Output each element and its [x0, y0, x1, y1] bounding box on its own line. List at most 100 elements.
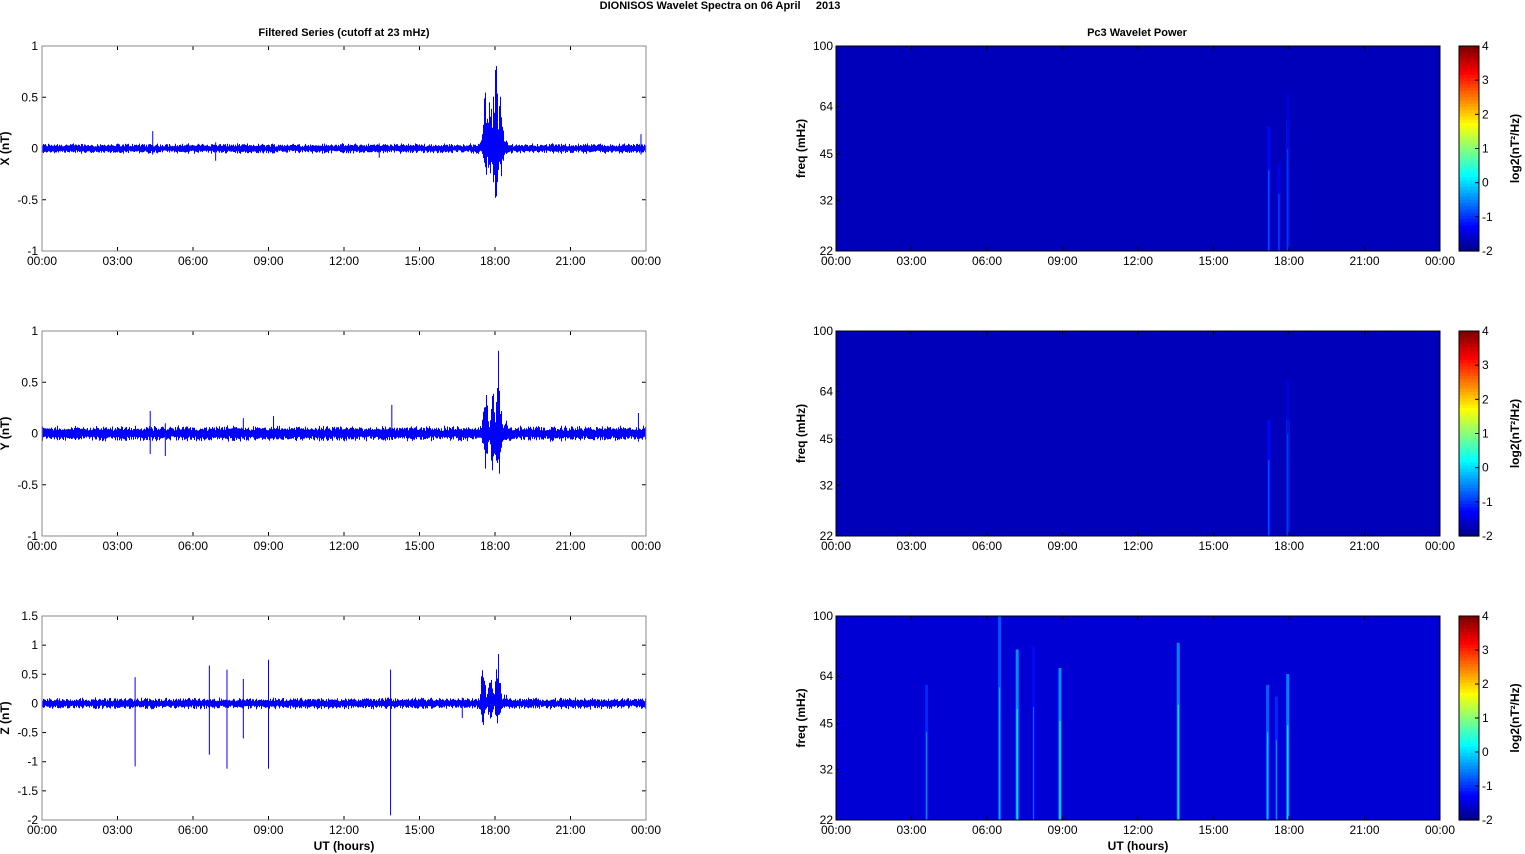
colorbar-segment — [1459, 372, 1479, 377]
colorbar-segment — [1459, 177, 1479, 182]
colorbar-segment — [1459, 686, 1479, 690]
x-tick-label: 06:00 — [178, 254, 208, 268]
colorbar-segment — [1459, 651, 1479, 655]
colorbar-segment — [1459, 401, 1479, 406]
colorbar-segment — [1459, 110, 1479, 114]
colorbar-segment — [1459, 721, 1479, 725]
colorbar-segment — [1459, 347, 1479, 351]
colorbar-segment — [1459, 375, 1479, 380]
colorbar-segment — [1459, 103, 1479, 108]
colorbar-segment — [1459, 71, 1479, 76]
colorbar-segment — [1459, 49, 1479, 54]
colorbar-tick-label: 1 — [1482, 427, 1489, 441]
wavelet-streak-core — [1016, 709, 1018, 820]
colorbar-tick-label: 2 — [1482, 392, 1489, 406]
colorbar-tick-label: 3 — [1482, 643, 1489, 657]
colorbar-segment — [1459, 331, 1479, 335]
x-tick-label: 21:00 — [555, 254, 585, 268]
colorbar-segment — [1459, 523, 1479, 527]
x-tick-label: 06:00 — [972, 254, 1002, 268]
y-tick-label: 1 — [31, 39, 38, 53]
y-tick-label: 32 — [820, 193, 834, 207]
colorbar-segment — [1459, 74, 1479, 79]
colorbar-segment — [1459, 657, 1479, 662]
colorbar-segment — [1459, 670, 1479, 674]
colorbar-segment — [1459, 619, 1479, 623]
colorbar-segment — [1459, 78, 1479, 82]
x-tick-label: 09:00 — [1047, 823, 1077, 837]
colorbar-segment — [1459, 635, 1479, 639]
colorbar-segment — [1459, 487, 1479, 492]
x-tick-label: 00:00 — [27, 823, 57, 837]
colorbar-segment — [1459, 350, 1479, 355]
colorbar-tick-label: 2 — [1482, 677, 1489, 691]
colorbar-segment — [1459, 174, 1479, 178]
x-tick-label: 09:00 — [253, 254, 283, 268]
colorbar-tick-label: 1 — [1482, 142, 1489, 156]
colorbar-segment — [1459, 158, 1479, 162]
x-tick-label: 18:00 — [480, 823, 510, 837]
colorbar-segment — [1459, 794, 1479, 799]
colorbar-segment — [1459, 420, 1479, 425]
x-tick-label: 03:00 — [896, 823, 926, 837]
colorbar-segment — [1459, 711, 1479, 716]
colorbar-segment — [1459, 667, 1479, 671]
colorbar-tick-label: -2 — [1482, 244, 1493, 258]
colorbar-tick-label: 3 — [1482, 73, 1489, 87]
colorbar-segment — [1459, 129, 1479, 134]
colorbar-segment — [1459, 443, 1479, 447]
colorbar-segment — [1459, 193, 1479, 198]
x-tick-label: 00:00 — [1425, 823, 1455, 837]
colorbar-segment — [1459, 500, 1479, 505]
x-tick-label: 21:00 — [1349, 823, 1379, 837]
y-tick-label: -1.5 — [17, 784, 38, 798]
colorbar-segment — [1459, 465, 1479, 470]
colorbar-segment — [1459, 55, 1479, 60]
y-tick-label: -1 — [27, 244, 38, 258]
x-tick-label: 12:00 — [329, 823, 359, 837]
colorbar-segment — [1459, 638, 1479, 643]
colorbar-segment — [1459, 404, 1479, 409]
colorbar-segment — [1459, 369, 1479, 374]
colorbar-segment — [1459, 503, 1479, 508]
y-axis-label: freq (mHz) — [794, 119, 808, 178]
colorbar-segment — [1459, 359, 1479, 364]
x-tick-label: 00:00 — [631, 254, 661, 268]
colorbar-segment — [1459, 695, 1479, 700]
y-tick-label: 0 — [31, 142, 38, 156]
colorbar-segment — [1459, 391, 1479, 396]
x-tick-label: 00:00 — [1425, 539, 1455, 553]
x-tick-label: 12:00 — [1123, 539, 1153, 553]
colorbar-segment — [1459, 765, 1479, 770]
y-tick-label: 0 — [31, 427, 38, 441]
colorbar-segment — [1459, 743, 1479, 748]
colorbar-segment — [1459, 356, 1479, 361]
colorbar-tick-label: 4 — [1482, 39, 1489, 53]
heatmap-background — [836, 331, 1440, 536]
colorbar-segment — [1459, 116, 1479, 121]
colorbar-segment — [1459, 337, 1479, 342]
x-tick-label: 03:00 — [102, 539, 132, 553]
x-tick-label: 09:00 — [1047, 254, 1077, 268]
colorbar-label: log2(nT²/Hz) — [1508, 683, 1522, 752]
left-column-title: Filtered Series (cutoff at 23 mHz) — [258, 27, 429, 39]
x-tick-label: 15:00 — [1198, 254, 1228, 268]
wavelet-streak-core — [1177, 704, 1179, 820]
colorbar-segment — [1459, 733, 1479, 738]
colorbar-segment — [1459, 455, 1479, 460]
colorbar-tick-label: 3 — [1482, 358, 1489, 372]
colorbar-segment — [1459, 414, 1479, 419]
colorbar-segment — [1459, 468, 1479, 473]
y-tick-label: 100 — [813, 609, 833, 623]
x-tick-label: 09:00 — [1047, 539, 1077, 553]
colorbar-segment — [1459, 529, 1479, 534]
y-tick-label: 22 — [820, 529, 834, 543]
colorbar-segment — [1459, 430, 1479, 435]
colorbar-segment — [1459, 436, 1479, 441]
colorbar-segment — [1459, 740, 1479, 745]
colorbar-segment — [1459, 212, 1479, 217]
colorbar-segment — [1459, 167, 1479, 172]
colorbar-tick-label: 4 — [1482, 324, 1489, 338]
y-tick-label: 100 — [813, 324, 833, 338]
wavelet-streak-core — [1287, 434, 1289, 536]
